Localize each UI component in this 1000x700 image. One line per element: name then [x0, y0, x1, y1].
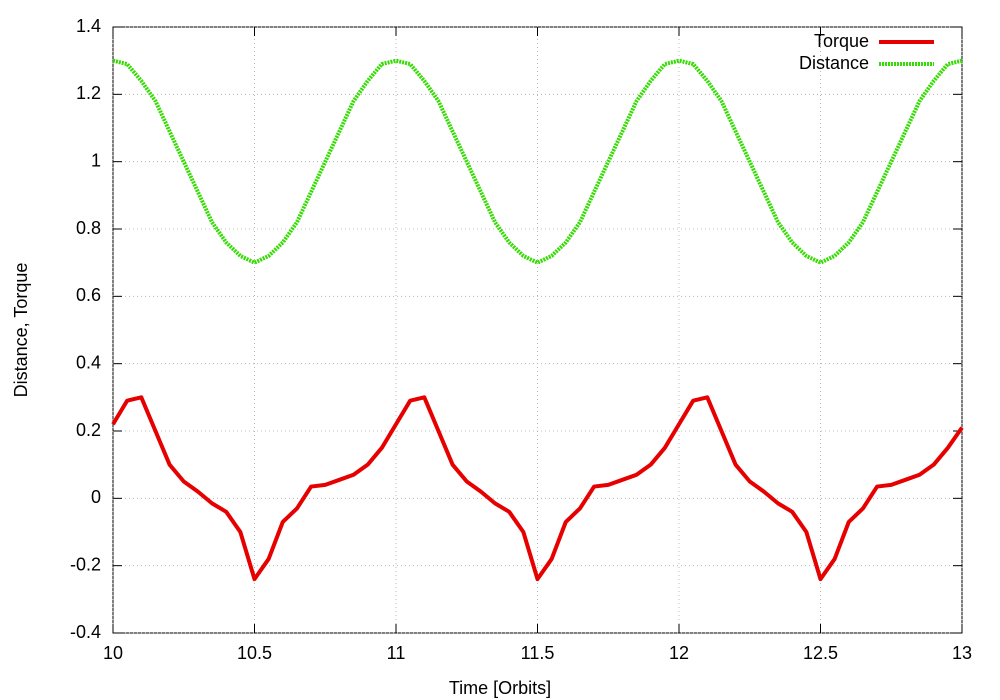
series-line [111, 395, 964, 582]
y-axis-label: Distance, Torque [11, 263, 31, 398]
y-tick-label: 1 [91, 150, 101, 170]
y-tick-label: 0 [91, 487, 101, 507]
y-tick-label: 1.4 [76, 16, 101, 36]
x-tick-label: 13 [952, 643, 972, 663]
legend-label: Distance [799, 53, 869, 73]
x-tick-label: 11 [387, 643, 406, 663]
plot-frame [112, 26, 963, 634]
y-tick-label: 0.4 [76, 352, 101, 372]
legend-label: Torque [814, 31, 869, 51]
x-tick-label: 12.5 [803, 643, 838, 663]
x-tick-label: 10.5 [237, 643, 272, 663]
x-tick-label: 12 [669, 643, 689, 663]
y-tick-label: 0.2 [76, 420, 101, 440]
x-tick-label: 11.5 [521, 643, 555, 663]
y-tick-label: 0.6 [76, 285, 101, 305]
x-axis-label: Time [Orbits] [449, 678, 551, 698]
y-tick-label: 0.8 [76, 218, 101, 238]
y-tick-label: 1.2 [76, 83, 101, 103]
y-tick-label: -0.4 [70, 622, 101, 642]
y-tick-label: -0.2 [70, 554, 101, 574]
x-tick-label: 10 [103, 643, 123, 663]
